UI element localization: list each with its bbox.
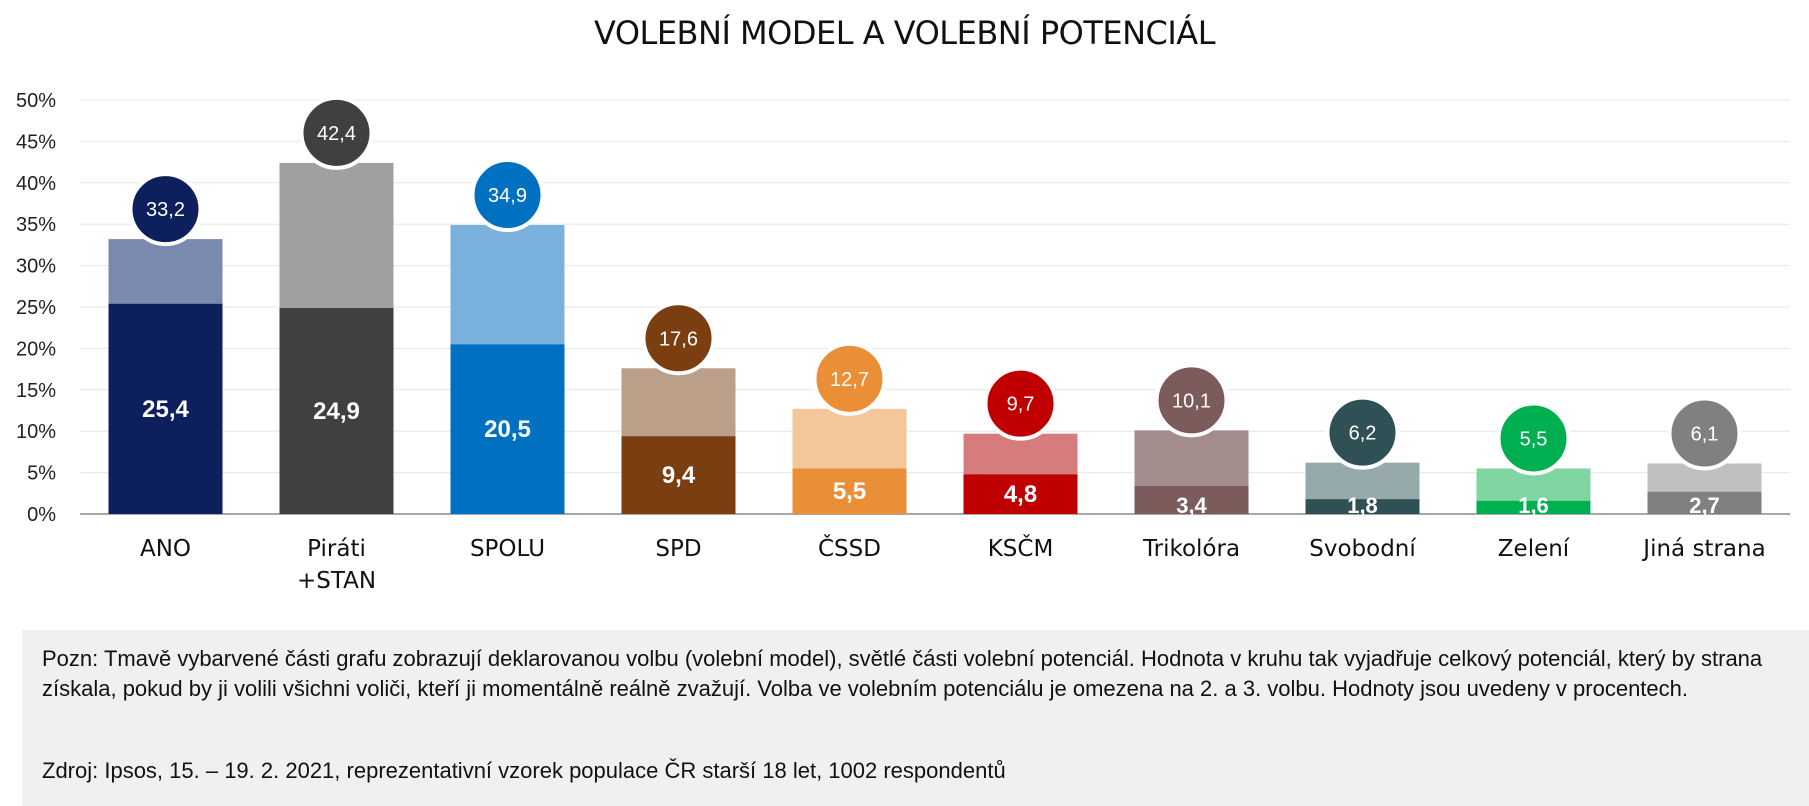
y-tick-label: 0%: [27, 504, 56, 526]
data-label-potential: 34,9: [488, 185, 527, 207]
x-tick-label: SPD: [655, 536, 701, 562]
bar-potential: [621, 368, 736, 437]
x-tick-label: ČSSD: [818, 534, 881, 562]
y-tick-label: 5%: [27, 463, 56, 485]
x-tick-label: Trikolóra: [1142, 536, 1240, 562]
bar-model: [279, 307, 394, 514]
data-label-model: 4,8: [1004, 481, 1037, 508]
potential-bubble: [299, 95, 374, 170]
x-tick-label: ANO: [140, 536, 191, 562]
bar-potential: [792, 408, 907, 469]
bar-model: [1305, 499, 1420, 514]
note-box: Pozn: Tmavě vybarvené části grafu zobraz…: [22, 630, 1809, 806]
bar-model: [1476, 500, 1591, 514]
bar-model: [108, 303, 223, 514]
data-label-model: 1,8: [1347, 493, 1378, 518]
potential-bubble: [983, 366, 1058, 441]
data-label-potential: 6,2: [1349, 423, 1377, 445]
potential-bubble: [128, 172, 203, 247]
bar-potential: [108, 239, 223, 304]
note-text: Pozn: Tmavě vybarvené části grafu zobraz…: [42, 646, 1763, 701]
data-label-model: 24,9: [313, 398, 360, 425]
stacked-bar-chart: 0% 5% 10% 15% 20% 25% 30% 35% 40% 45% 50% 25,4 33,2…: [16, 90, 1790, 594]
data-label-potential: 12,7: [830, 369, 869, 391]
data-label-model: 20,5: [484, 416, 531, 443]
source-text: Zdroj: Ipsos, 15. – 19. 2. 2021, repreze…: [42, 758, 1006, 783]
y-tick-label: 45%: [16, 131, 56, 153]
bar-potential: [1134, 430, 1249, 486]
y-tick-label: 10%: [16, 421, 56, 443]
bar-model: [963, 474, 1078, 514]
potential-bubble: [1496, 401, 1571, 476]
bars: 25,4 33,2 24,9 42,4 20,5 34,9 9,4 17,6 5,5 12,7 4,…: [108, 95, 1762, 518]
data-label-potential: 6,1: [1691, 423, 1719, 445]
bar-model: [621, 436, 736, 514]
data-label-potential: 33,2: [146, 199, 185, 221]
y-axis: 0% 5% 10% 15% 20% 25% 30% 35% 40% 45% 50%: [16, 90, 56, 526]
data-label-potential: 42,4: [317, 123, 356, 145]
y-tick-label: 50%: [16, 90, 56, 112]
bar-model: [792, 468, 907, 514]
potential-bubble: [641, 301, 716, 376]
x-tick-label: +STAN: [297, 568, 376, 594]
bar-potential: [450, 225, 565, 345]
potential-bubble: [812, 341, 887, 416]
x-axis: ANO Piráti +STAN SPOLU SPD ČSSD KSČM Trikolóra S…: [140, 534, 1766, 594]
bar-model: [1134, 485, 1249, 514]
data-label-model: 5,5: [833, 478, 866, 505]
data-label-potential: 10,1: [1172, 390, 1211, 412]
x-tick-label: Piráti: [307, 536, 366, 562]
x-tick-label: Svobodní: [1309, 536, 1416, 562]
bar-model: [450, 344, 565, 514]
data-label-model: 1,6: [1518, 493, 1549, 518]
bar-potential: [279, 162, 394, 308]
data-label-model: 9,4: [662, 462, 696, 489]
y-tick-label: 35%: [16, 214, 56, 236]
y-tick-label: 15%: [16, 380, 56, 402]
x-tick-label: KSČM: [988, 534, 1054, 562]
y-tick-label: 30%: [16, 256, 56, 278]
x-tick-label: Jiná strana: [1641, 536, 1765, 562]
y-tick-label: 20%: [16, 338, 56, 360]
potential-bubble: [470, 158, 545, 233]
data-label-potential: 17,6: [659, 328, 698, 350]
x-tick-label: SPOLU: [470, 536, 545, 562]
data-label-model: 3,4: [1176, 493, 1207, 518]
data-label-potential: 9,7: [1007, 394, 1035, 416]
data-label-model: 25,4: [142, 396, 189, 423]
x-tick-label: Zelení: [1498, 536, 1570, 562]
data-label-model: 2,7: [1689, 493, 1720, 518]
y-tick-label: 25%: [16, 297, 56, 319]
potential-bubble: [1154, 363, 1229, 438]
bar-model: [1647, 491, 1762, 514]
potential-bubble: [1667, 396, 1742, 471]
potential-bubble: [1325, 395, 1400, 470]
chart-title: VOLEBNÍ MODEL A VOLEBNÍ POTENCIÁL: [593, 14, 1216, 52]
data-label-potential: 5,5: [1520, 428, 1548, 450]
y-tick-label: 40%: [16, 173, 56, 195]
